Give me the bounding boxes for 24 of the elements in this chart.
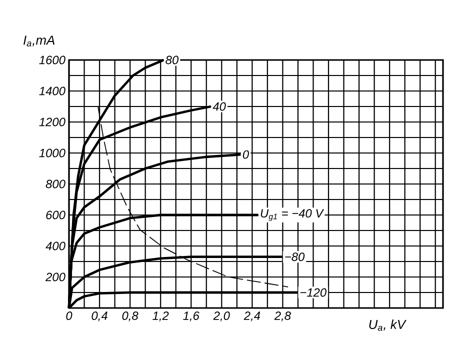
series-label: U$_{g1}$ = −40 V xyxy=(260,209,324,221)
x-tick-label: 0,4 xyxy=(92,312,108,322)
series-label: −80 xyxy=(285,252,305,262)
x-tick-label: 1,6 xyxy=(183,312,200,322)
x-tick-label: 1,2 xyxy=(152,312,169,322)
x-axis-title: U$_{a}$, kV xyxy=(369,320,406,331)
y-tick-label: 1000 xyxy=(39,148,66,158)
series-label: 0 xyxy=(242,150,249,159)
series-label: 40 xyxy=(212,102,226,111)
x-tick-label: 2,0 xyxy=(213,312,230,322)
x-tick-label: 2,4 xyxy=(244,312,260,322)
series-label: −120 xyxy=(300,288,326,297)
y-tick-label: 1600 xyxy=(39,56,66,64)
y-tick-label: 600 xyxy=(46,210,66,220)
x-tick-label: 2,8 xyxy=(274,312,291,322)
y-tick-label: 1200 xyxy=(39,118,66,126)
x-tick-label: 0,8 xyxy=(122,312,138,322)
x-tick-label: 0 xyxy=(66,312,72,320)
y-tick-label: 400 xyxy=(46,242,66,250)
y-tick-label: 800 xyxy=(46,180,66,188)
series-label: 80 xyxy=(166,56,179,64)
y-tick-label: 1400 xyxy=(39,86,66,96)
y-tick-label: 200 xyxy=(45,272,66,282)
y-axis-title: I$_{a}$,mA xyxy=(24,36,54,46)
